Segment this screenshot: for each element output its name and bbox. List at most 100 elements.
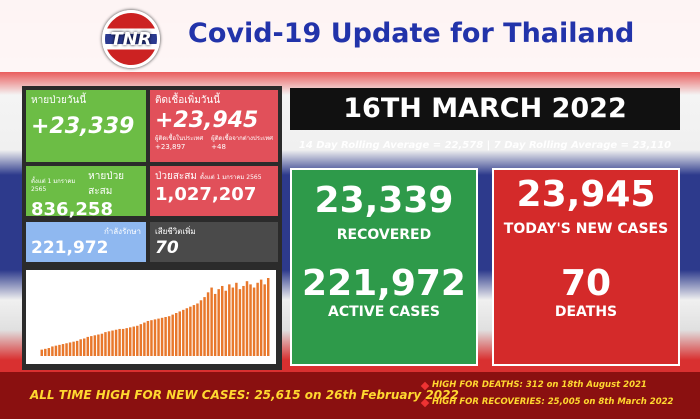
tile: หายป่วยวันนี้ +23,339 bbox=[26, 90, 146, 162]
bar bbox=[97, 334, 100, 356]
bar bbox=[125, 328, 128, 356]
bar bbox=[114, 329, 118, 356]
bar bbox=[199, 300, 203, 356]
bar bbox=[256, 282, 259, 356]
bar bbox=[189, 306, 192, 356]
bar bbox=[231, 287, 235, 356]
tile-value: 221,972 bbox=[31, 238, 109, 258]
bar bbox=[54, 345, 58, 356]
bar bbox=[196, 303, 199, 356]
box-label: TODAY'S NEW CASES bbox=[503, 221, 669, 237]
bar bbox=[171, 314, 174, 356]
tile-value: 1,027,207 bbox=[155, 184, 257, 205]
bar bbox=[192, 305, 196, 356]
footer-record: ALL TIME HIGH FOR NEW CASES: 25,615 on 2… bbox=[30, 388, 459, 402]
big-number: 23,945 bbox=[516, 174, 656, 215]
tile: ตั้งแต่ 1 มกราคม 2565 หายป่วยสะสม 836,258 bbox=[26, 166, 146, 220]
bar bbox=[157, 318, 160, 356]
tile-value: 70 bbox=[155, 238, 179, 258]
bar bbox=[139, 324, 143, 356]
bar bbox=[167, 316, 171, 356]
logo: TNR bbox=[102, 10, 160, 68]
tile-value: 836,258 bbox=[31, 199, 113, 220]
big-number: 23,339 bbox=[314, 180, 454, 221]
bar bbox=[249, 284, 252, 356]
tile-label: กำลังรักษา bbox=[103, 227, 141, 236]
tile: กำลังรักษา 221,972 bbox=[26, 222, 146, 262]
bar bbox=[132, 326, 136, 356]
bar bbox=[58, 344, 61, 356]
bar bbox=[160, 317, 164, 356]
bar bbox=[90, 336, 93, 356]
bar bbox=[128, 327, 132, 356]
tile-label: เสียชีวิตเพิ่ม bbox=[155, 227, 196, 236]
rolling-average: 14 Day Rolling Average = 22,578 | 7 Day … bbox=[298, 140, 672, 151]
tile-sub-value: +23,897 bbox=[155, 143, 186, 151]
title: Covid-19 Update for Thailand bbox=[188, 18, 635, 49]
bar bbox=[100, 333, 104, 356]
bar bbox=[82, 338, 86, 356]
bar bbox=[79, 339, 82, 356]
bar bbox=[259, 279, 263, 356]
bar bbox=[185, 308, 189, 356]
bar bbox=[118, 328, 121, 356]
bar bbox=[44, 348, 47, 356]
bar bbox=[210, 287, 213, 356]
tile-label: หายป่วยวันนี้ bbox=[31, 95, 87, 106]
bar bbox=[266, 278, 270, 356]
box-label: DEATHS bbox=[554, 304, 618, 320]
bar bbox=[143, 322, 146, 356]
tile-value: +23,339 bbox=[31, 114, 135, 139]
bar bbox=[93, 335, 97, 356]
cases-box: 23,945 TODAY'S NEW CASES 70 DEATHS bbox=[492, 168, 680, 366]
bar bbox=[220, 285, 224, 356]
box-label: ACTIVE CASES bbox=[328, 304, 440, 320]
bar bbox=[178, 311, 182, 356]
tile-value: +23,945 bbox=[155, 108, 259, 133]
tile: เสียชีวิตเพิ่ม 70 bbox=[150, 222, 278, 262]
footer bbox=[0, 372, 700, 419]
bar bbox=[217, 289, 220, 356]
bar bbox=[203, 297, 206, 356]
bar bbox=[206, 292, 210, 356]
bar bbox=[252, 287, 256, 356]
tile-note: ผู้ติดเชื้อจากต่างประเทศ bbox=[211, 135, 273, 142]
mini-chart bbox=[26, 270, 276, 364]
tile-note: ตั้งแต่ 1 มกราคม 2565 bbox=[31, 177, 76, 193]
footer-record: HIGH FOR DEATHS: 312 on 18th August 2021 bbox=[432, 380, 647, 390]
bar bbox=[104, 332, 107, 356]
date-banner: 16TH MARCH 2022 bbox=[290, 88, 680, 130]
tile: ติดเชื้อเพิ่มวันนี้ +23,945 ผู้ติดเชื้อใ… bbox=[150, 90, 278, 162]
bar bbox=[224, 290, 228, 356]
bar bbox=[150, 320, 153, 356]
recovered-box: 23,339 RECOVERED 221,972 ACTIVE CASES bbox=[290, 168, 478, 366]
bar bbox=[245, 281, 249, 356]
bar bbox=[75, 340, 79, 356]
bar bbox=[68, 342, 72, 356]
bar bbox=[174, 313, 178, 356]
bar bbox=[182, 309, 185, 356]
tile-label: หายป่วยสะสม bbox=[88, 171, 125, 197]
tile: ป่วยสะสม ตั้งแต่ 1 มกราคม 2565 1,027,207 bbox=[150, 166, 278, 216]
bar bbox=[72, 341, 75, 356]
bar bbox=[164, 317, 167, 356]
tile-note: ผู้ติดเชื้อในประเทศ bbox=[155, 135, 204, 142]
bar bbox=[242, 285, 245, 356]
bar bbox=[51, 346, 54, 356]
box-label: RECOVERED bbox=[336, 227, 432, 243]
tile-note: ตั้งแต่ 1 มกราคม 2565 bbox=[200, 173, 262, 181]
bar bbox=[65, 343, 68, 356]
tile-sub-value: +48 bbox=[211, 143, 226, 151]
bar bbox=[40, 349, 44, 356]
tile-label: ป่วยสะสม bbox=[155, 171, 197, 182]
footer-record: HIGH FOR RECOVERIES: 25,005 on 8th March… bbox=[432, 397, 674, 407]
bar bbox=[107, 331, 111, 356]
big-number: 70 bbox=[560, 263, 612, 304]
bar bbox=[213, 293, 217, 356]
bar bbox=[111, 330, 114, 356]
bar bbox=[263, 284, 266, 356]
big-number: 221,972 bbox=[302, 263, 466, 304]
tile-label: ติดเชื้อเพิ่มวันนี้ bbox=[155, 95, 221, 106]
bar bbox=[61, 344, 65, 356]
